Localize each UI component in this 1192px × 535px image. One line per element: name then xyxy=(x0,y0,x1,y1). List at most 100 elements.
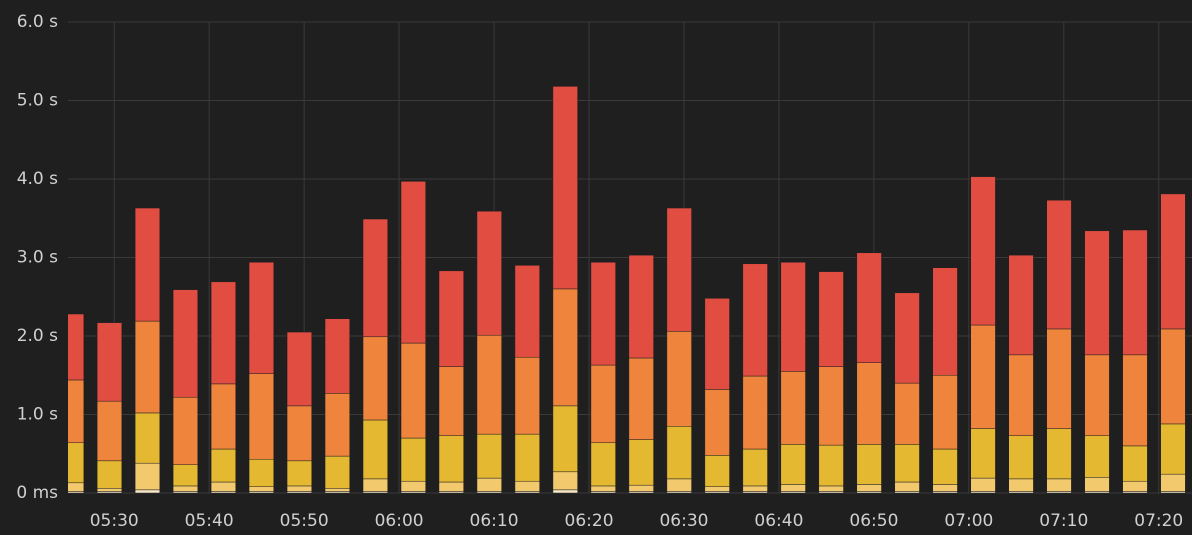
bar-segment xyxy=(856,484,882,492)
bar-segment xyxy=(286,485,312,492)
bar-segment xyxy=(590,261,616,366)
bar-segment xyxy=(362,218,388,338)
bar-segment xyxy=(68,442,85,484)
bar-segment xyxy=(666,331,692,427)
x-tick-label: 06:50 xyxy=(849,511,898,531)
bar-segment xyxy=(1046,328,1072,429)
y-tick-label: 6.0 s xyxy=(17,12,58,32)
bar-segment xyxy=(628,439,654,486)
x-tick-label: 06:30 xyxy=(659,511,708,531)
bar-segment xyxy=(514,356,540,435)
bar-segment xyxy=(552,405,578,473)
bar-segment xyxy=(590,485,616,492)
bar-segment xyxy=(1160,193,1186,330)
bar-segment xyxy=(1084,435,1110,478)
bar-segment xyxy=(894,292,920,384)
bar-segment xyxy=(970,176,996,326)
x-tick-label: 05:30 xyxy=(90,511,139,531)
bar-segment xyxy=(932,375,958,450)
bar-segment xyxy=(818,271,844,367)
bar-segment xyxy=(400,437,426,482)
bar-segment xyxy=(704,298,730,390)
bar-segment xyxy=(1008,254,1034,356)
bar-segment xyxy=(780,261,806,372)
bar-segment xyxy=(590,364,616,444)
bar-segment xyxy=(96,322,123,402)
bar-segment xyxy=(894,444,920,483)
bar-segment xyxy=(68,482,85,492)
bar-segment xyxy=(476,210,502,336)
bar-segment xyxy=(970,324,996,429)
bar-segment xyxy=(1122,229,1148,356)
bar-segment xyxy=(818,366,844,446)
bar-segment xyxy=(286,405,312,462)
bar-segment xyxy=(362,478,388,492)
bar-segment xyxy=(248,458,275,487)
bar-segment xyxy=(1160,328,1186,425)
bar-segment xyxy=(856,444,882,485)
bar-segment xyxy=(324,488,350,492)
bar-segment xyxy=(134,412,161,464)
bar-segment xyxy=(476,477,502,492)
bar-segment xyxy=(134,462,161,491)
bar-segment xyxy=(1084,477,1110,492)
bar-segment xyxy=(1046,428,1072,480)
bar-segment xyxy=(970,477,996,492)
bar-segment xyxy=(286,331,312,407)
bar-segment xyxy=(1008,435,1034,480)
bar-segment xyxy=(628,484,654,492)
y-tick-label: 0 ms xyxy=(16,483,58,503)
bar-segment xyxy=(210,481,237,492)
bar-segment xyxy=(856,362,882,445)
x-tick-label: 05:40 xyxy=(185,511,234,531)
bar-segment xyxy=(248,261,275,374)
y-tick-label: 3.0 s xyxy=(17,248,58,268)
bar-segment xyxy=(324,455,350,489)
bar-segment xyxy=(1122,354,1148,447)
bar-segment xyxy=(552,86,578,290)
bar-segment xyxy=(68,313,85,381)
bar-segment xyxy=(780,444,806,485)
bar-segment xyxy=(362,336,388,421)
bar-segment xyxy=(552,288,578,407)
bar-segment xyxy=(666,426,692,480)
bar-segment xyxy=(1160,423,1186,475)
bar-segment xyxy=(932,484,958,492)
bar-segment xyxy=(438,270,464,367)
bar-segment xyxy=(742,263,768,377)
bar-segment xyxy=(780,371,806,445)
labels: 0 ms 1.0 s 2.0 s 3.0 s 4.0 s 5.0 s 6.0 s 05:30 0… xyxy=(16,12,1183,531)
bar-segment xyxy=(704,486,730,492)
bar-segment xyxy=(438,435,464,483)
bar-segment xyxy=(1046,478,1072,492)
y-tick-label: 5.0 s xyxy=(17,91,58,111)
bar-segment xyxy=(476,334,502,435)
x-tick-label: 06:40 xyxy=(754,511,803,531)
bar-segment xyxy=(438,366,464,436)
bar-segment xyxy=(1046,199,1072,330)
x-tick-label: 07:10 xyxy=(1039,511,1088,531)
bar-segment xyxy=(818,485,844,492)
y-tick-label: 4.0 s xyxy=(17,169,58,189)
x-tick-label: 07:20 xyxy=(1134,511,1183,531)
bar-segment xyxy=(742,375,768,450)
bar-segment xyxy=(400,181,426,344)
bar-segment xyxy=(628,254,654,359)
bar-segment xyxy=(210,281,237,385)
bar-segment xyxy=(742,448,768,487)
bar-segment xyxy=(894,382,920,445)
bar-segment xyxy=(1160,473,1186,492)
bar-segment xyxy=(286,460,312,487)
bar-segment xyxy=(704,389,730,456)
y-tick-label: 2.0 s xyxy=(17,326,58,346)
bar-segment xyxy=(514,265,540,358)
bar-segment xyxy=(666,478,692,492)
bar-segment xyxy=(666,207,692,332)
bar-segment xyxy=(362,419,388,480)
bar-segment xyxy=(438,481,464,492)
bar-segment xyxy=(400,342,426,439)
bar-segment xyxy=(210,448,237,483)
bar-segment xyxy=(932,448,958,485)
x-tick-label: 07:00 xyxy=(944,511,993,531)
bar-segment xyxy=(476,433,502,479)
